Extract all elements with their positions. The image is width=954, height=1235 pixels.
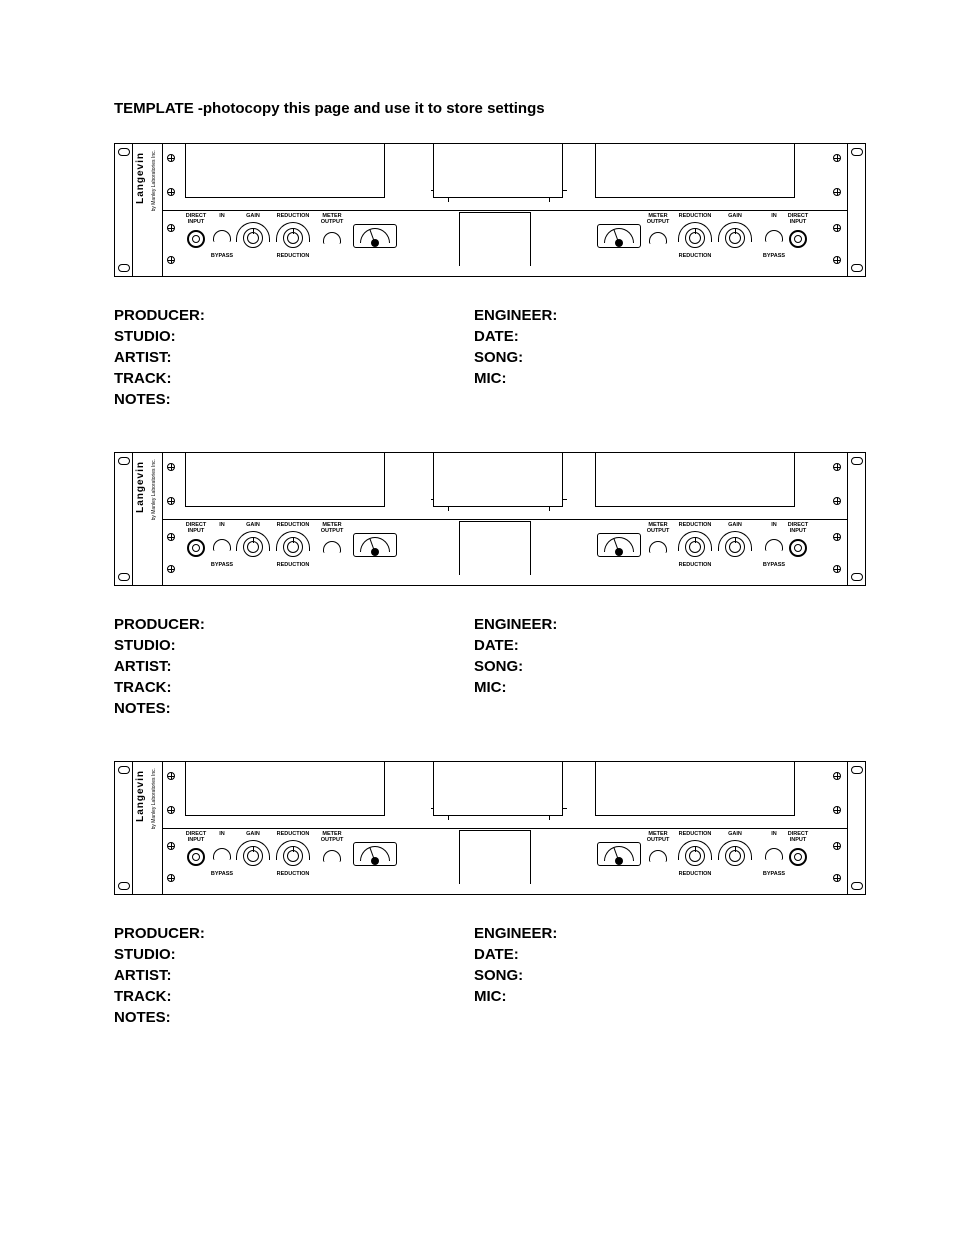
- meter-toggle[interactable]: [649, 850, 667, 862]
- rack-ear: [115, 762, 133, 894]
- direct-input-jack[interactable]: [789, 848, 807, 866]
- meta-field: MIC:: [474, 679, 794, 696]
- rack-ear: [847, 762, 865, 894]
- meter-toggle[interactable]: [323, 850, 341, 862]
- direct-input-jack[interactable]: [187, 230, 205, 248]
- direct-input-jack[interactable]: [789, 230, 807, 248]
- settings-section: Langevin by Manley Laboratories Inc. INP…: [114, 761, 840, 1030]
- meter-toggle[interactable]: [323, 541, 341, 553]
- settings-section: Langevin by Manley Laboratories Inc. INP…: [114, 452, 840, 721]
- meta-field: DATE:: [474, 637, 794, 654]
- meta-field: ENGINEER:: [474, 925, 794, 942]
- in-toggle[interactable]: [765, 539, 783, 551]
- metadata-block: PRODUCER: STUDIO: ARTIST: TRACK: NOTES: ENGIN…: [114, 307, 840, 412]
- vu-meter: [353, 842, 397, 866]
- meta-field: ARTIST:: [114, 349, 434, 366]
- meta-field: PRODUCER:: [114, 616, 434, 633]
- direct-input-jack[interactable]: [789, 539, 807, 557]
- meta-field: MIC:: [474, 988, 794, 1005]
- meter-toggle[interactable]: [323, 232, 341, 244]
- vu-meter: [597, 224, 641, 248]
- meta-field: DATE:: [474, 328, 794, 345]
- meta-field: MIC:: [474, 370, 794, 387]
- in-toggle[interactable]: [765, 848, 783, 860]
- brand-strip: Langevin by Manley Laboratories Inc.: [133, 453, 163, 585]
- direct-input-jack[interactable]: [187, 848, 205, 866]
- in-toggle[interactable]: [213, 848, 231, 860]
- meta-field: DATE:: [474, 946, 794, 963]
- gain-knob[interactable]: [725, 846, 745, 866]
- rack-ear: [115, 453, 133, 585]
- metadata-block: PRODUCER: STUDIO: ARTIST: TRACK: NOTES: ENGIN…: [114, 925, 840, 1030]
- gain-knob[interactable]: [243, 846, 263, 866]
- brand-name: Langevin: [135, 152, 146, 204]
- in-toggle[interactable]: [765, 230, 783, 242]
- gain-knob[interactable]: [725, 228, 745, 248]
- vu-meter: [597, 533, 641, 557]
- page-title: TEMPLATE -photocopy this page and use it…: [114, 100, 840, 117]
- meta-field: TRACK:: [114, 988, 434, 1005]
- gain-knob[interactable]: [725, 537, 745, 557]
- vu-meter: [597, 842, 641, 866]
- page: TEMPLATE -photocopy this page and use it…: [0, 0, 954, 1110]
- meta-field: NOTES:: [114, 700, 434, 717]
- metadata-block: PRODUCER: STUDIO: ARTIST: TRACK: NOTES: ENGIN…: [114, 616, 840, 721]
- reduction-knob[interactable]: [685, 228, 705, 248]
- meta-field: STUDIO:: [114, 637, 434, 654]
- brand-subtitle: by Manley Laboratories Inc.: [151, 459, 157, 520]
- brand-subtitle: by Manley Laboratories Inc.: [151, 768, 157, 829]
- gain-knob[interactable]: [243, 537, 263, 557]
- meta-field: ARTIST:: [114, 658, 434, 675]
- meta-field: STUDIO:: [114, 946, 434, 963]
- meta-field: ARTIST:: [114, 967, 434, 984]
- reduction-knob[interactable]: [685, 846, 705, 866]
- brand-name: Langevin: [135, 461, 146, 513]
- in-toggle[interactable]: [213, 230, 231, 242]
- gain-knob[interactable]: [243, 228, 263, 248]
- equipment-panel: Langevin by Manley Laboratories Inc. INP…: [114, 143, 866, 277]
- meta-field: SONG:: [474, 349, 794, 366]
- meta-field: NOTES:: [114, 1009, 434, 1026]
- meta-field: TRACK:: [114, 370, 434, 387]
- meta-field: ENGINEER:: [474, 616, 794, 633]
- rack-ear: [115, 144, 133, 276]
- meta-field: PRODUCER:: [114, 925, 434, 942]
- reduction-knob[interactable]: [283, 846, 303, 866]
- meta-field: ENGINEER:: [474, 307, 794, 324]
- brand-strip: Langevin by Manley Laboratories Inc.: [133, 762, 163, 894]
- meter-toggle[interactable]: [649, 541, 667, 553]
- vu-meter: [353, 533, 397, 557]
- meter-toggle[interactable]: [649, 232, 667, 244]
- settings-section: Langevin by Manley Laboratories Inc. INP…: [114, 143, 840, 412]
- meta-field: NOTES:: [114, 391, 434, 408]
- equipment-panel: Langevin by Manley Laboratories Inc. INP…: [114, 761, 866, 895]
- brand-name: Langevin: [135, 770, 146, 822]
- equipment-panel: Langevin by Manley Laboratories Inc. INP…: [114, 452, 866, 586]
- direct-input-jack[interactable]: [187, 539, 205, 557]
- brand-strip: Langevin by Manley Laboratories Inc.: [133, 144, 163, 276]
- vu-meter: [353, 224, 397, 248]
- meta-field: PRODUCER:: [114, 307, 434, 324]
- meta-field: STUDIO:: [114, 328, 434, 345]
- reduction-knob[interactable]: [283, 228, 303, 248]
- reduction-knob[interactable]: [685, 537, 705, 557]
- rack-ear: [847, 453, 865, 585]
- rack-ear: [847, 144, 865, 276]
- reduction-knob[interactable]: [283, 537, 303, 557]
- brand-subtitle: by Manley Laboratories Inc.: [151, 150, 157, 211]
- in-toggle[interactable]: [213, 539, 231, 551]
- meta-field: SONG:: [474, 658, 794, 675]
- meta-field: TRACK:: [114, 679, 434, 696]
- meta-field: SONG:: [474, 967, 794, 984]
